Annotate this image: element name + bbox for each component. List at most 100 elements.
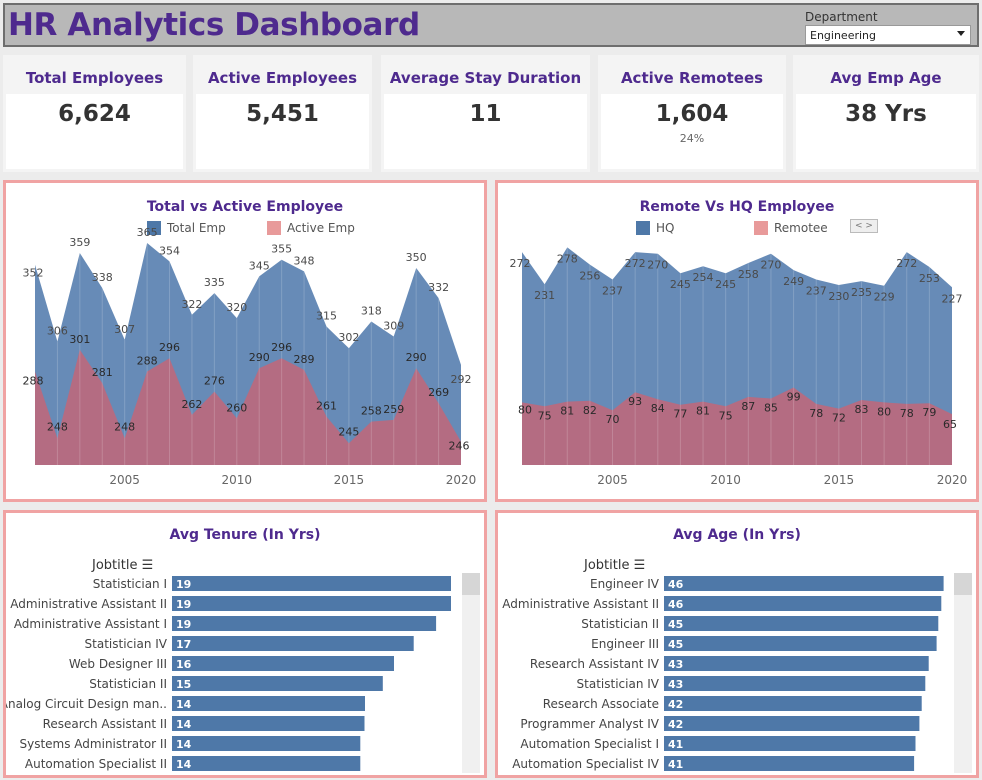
data-label-remotee: 78 xyxy=(809,407,823,420)
bar xyxy=(172,736,361,751)
kpi-label: Active Employees xyxy=(207,69,358,87)
category-label: Automation Specialist IV xyxy=(512,757,660,771)
sort-icon[interactable]: ☰ xyxy=(141,558,154,573)
legend-item-total-emp[interactable]: Total Emp xyxy=(147,221,226,235)
data-label-remotee: 75 xyxy=(719,409,733,422)
bar xyxy=(172,636,414,651)
category-label: Statistician IV xyxy=(85,637,168,651)
category-label: Statistician IV xyxy=(577,677,660,691)
data-label-active-emp: 246 xyxy=(449,440,470,453)
kpi-value: 1,604 xyxy=(655,101,729,127)
bar-value-label: 42 xyxy=(668,698,683,711)
category-label: Administrative Assistant I xyxy=(14,617,167,631)
data-label-total-emp: 350 xyxy=(406,251,427,264)
bar xyxy=(664,676,926,691)
data-label-remotee: 99 xyxy=(787,391,801,404)
kpi-card-active-employees: Active Employees 5,451 xyxy=(193,55,372,172)
bar xyxy=(172,716,365,731)
page-title: HR Analytics Dashboard xyxy=(8,7,420,43)
bar xyxy=(172,596,451,611)
category-label: Statistician I xyxy=(93,577,167,591)
data-label-active-emp: 296 xyxy=(159,341,180,354)
data-label-active-emp: 248 xyxy=(47,420,68,433)
data-label-remotee: 82 xyxy=(583,404,597,417)
kpi-label: Active Remotees xyxy=(620,69,764,87)
data-label-active-emp: 245 xyxy=(338,425,359,438)
x-tick-label: 2020 xyxy=(937,473,968,487)
data-label-active-emp: 269 xyxy=(428,386,449,399)
x-tick-label: 2010 xyxy=(222,473,253,487)
area-chart-remote-vs-hq[interactable]: 272 80 231 75 278 81 256 82 237 70 272 93 270 84 245 77… xyxy=(498,183,976,499)
data-label-active-emp: 281 xyxy=(92,366,113,379)
panel-total-vs-active: Total vs Active Employee Total Emp Activ… xyxy=(3,180,487,502)
bar-value-label: 19 xyxy=(176,598,191,611)
data-label-total-emp: 318 xyxy=(361,304,382,317)
data-label-total-emp: 338 xyxy=(92,271,113,284)
data-label-active-emp: 259 xyxy=(383,403,404,416)
category-label: Automation Specialist I xyxy=(520,737,659,751)
bar-chart-avg-tenure[interactable]: Statistician I 19 Administrative Assistant… xyxy=(6,513,484,775)
scrollbar-thumb[interactable] xyxy=(954,573,972,595)
legend-label: HQ xyxy=(656,221,675,235)
data-label-total-emp: 320 xyxy=(226,301,247,314)
data-label-active-emp: 301 xyxy=(69,333,90,346)
data-label-remotee: 78 xyxy=(900,407,914,420)
kpi-label: Avg Emp Age xyxy=(830,69,942,87)
jobtitle-column-header[interactable]: Jobtitle ☰ xyxy=(584,558,645,573)
legend-label: Remotee xyxy=(774,221,828,235)
kpi-value-box: 1,604 24% xyxy=(601,94,783,169)
legend-label: Total Emp xyxy=(167,221,226,235)
x-tick-label: 2015 xyxy=(334,473,365,487)
category-label: Systems Administrator II xyxy=(19,737,167,751)
x-tick-label: 2005 xyxy=(109,473,140,487)
bar-value-label: 17 xyxy=(176,638,191,651)
scrollbar[interactable] xyxy=(462,573,480,773)
legend-item-remotee[interactable]: Remotee xyxy=(754,221,828,235)
data-label-hq: 245 xyxy=(670,278,691,291)
scrollbar-thumb[interactable] xyxy=(462,573,480,595)
kpi-value: 11 xyxy=(469,101,502,127)
data-label-hq: 270 xyxy=(647,259,668,272)
data-label-hq: 272 xyxy=(896,257,917,270)
column-header-label: Jobtitle xyxy=(92,558,138,573)
legend-label: Active Emp xyxy=(287,221,355,235)
category-label: Research Assistant II xyxy=(43,717,167,731)
category-label: Analog Circuit Design man.. xyxy=(6,697,167,711)
data-label-remotee: 70 xyxy=(606,413,620,426)
jobtitle-column-header[interactable]: Jobtitle ☰ xyxy=(92,558,153,573)
department-dropdown[interactable]: Engineering xyxy=(805,25,971,45)
data-label-hq: 245 xyxy=(715,278,736,291)
bar-value-label: 19 xyxy=(176,618,191,631)
data-label-remotee: 75 xyxy=(538,409,552,422)
legend-nav-arrows[interactable]: < > xyxy=(850,219,878,233)
legend-item-hq[interactable]: HQ xyxy=(636,221,674,235)
bar-value-label: 43 xyxy=(668,678,683,691)
data-label-remotee: 72 xyxy=(832,412,846,425)
bar-value-label: 42 xyxy=(668,718,683,731)
chevron-down-icon[interactable] xyxy=(957,31,965,36)
data-label-total-emp: 335 xyxy=(204,276,225,289)
kpi-value: 6,624 xyxy=(58,101,131,127)
bar-value-label: 45 xyxy=(668,618,683,631)
bar xyxy=(664,636,937,651)
scrollbar[interactable] xyxy=(954,573,972,773)
category-label: Automation Specialist II xyxy=(25,757,167,771)
legend-item-active-emp[interactable]: Active Emp xyxy=(267,221,355,235)
kpi-value-box: 11 xyxy=(384,94,587,169)
panel-remote-vs-hq: Remote Vs HQ Employee HQ Remotee < > 272… xyxy=(495,180,979,502)
sort-icon[interactable]: ☰ xyxy=(633,558,646,573)
area-chart-total-vs-active[interactable]: 352 288 306 248 359 301 338 281 307 248 365 288 354 2… xyxy=(6,183,484,499)
kpi-subvalue-percent: 24% xyxy=(679,132,705,145)
bar-value-label: 43 xyxy=(668,658,683,671)
data-label-remotee: 84 xyxy=(651,402,665,415)
data-label-remotee: 87 xyxy=(741,400,755,413)
x-tick-label: 2005 xyxy=(597,473,628,487)
bar-chart-avg-age[interactable]: Engineer IV 46 Administrative Assistant II… xyxy=(498,513,976,775)
bar xyxy=(664,736,916,751)
data-label-hq: 227 xyxy=(942,292,963,305)
kpi-value: 5,451 xyxy=(246,101,319,127)
category-label: Statistician II xyxy=(581,617,659,631)
data-label-active-emp: 258 xyxy=(361,405,382,418)
category-label: Engineer III xyxy=(591,637,659,651)
